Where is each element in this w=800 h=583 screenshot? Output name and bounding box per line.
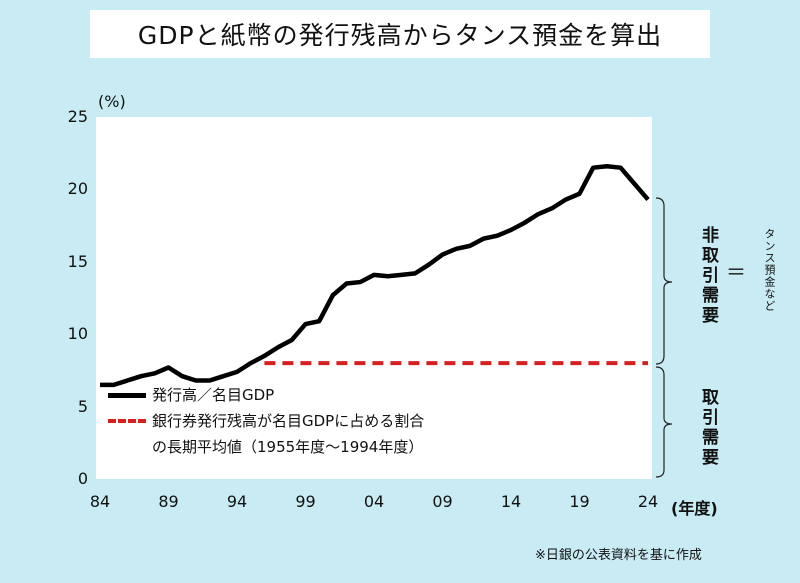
equals-sign: ＝ [726, 260, 746, 284]
upper-side-label: タンス預金など [763, 228, 776, 312]
x-tick-label: 89 [158, 492, 179, 511]
x-tick-label: 24 [637, 492, 659, 511]
legend-label-average-line2: の長期平均値（1955年度～1994年度） [152, 438, 424, 456]
lower-label: 取引需要 [698, 388, 718, 468]
lower-bracket [655, 366, 673, 478]
y-tick-label: 20 [67, 179, 88, 199]
legend-swatch-dashed [108, 419, 146, 423]
x-tick-label: 94 [226, 492, 248, 511]
y-tick-label: 0 [77, 469, 88, 488]
chart-title: GDPと紙幣の発行残高からタンス預金を算出 [90, 10, 710, 58]
legend-swatch-solid [108, 392, 146, 398]
upper-bracket [655, 197, 673, 365]
legend-item-average: 銀行券発行残高が名目GDPに占める割合 [108, 408, 424, 434]
x-tick-label: 04 [363, 492, 385, 511]
x-axis-unit: (年度) [671, 499, 718, 518]
y-tick-label: 5 [77, 396, 88, 416]
x-tick-label: 99 [295, 492, 316, 511]
x-tick-label: 19 [569, 492, 590, 511]
legend: 発行高／名目GDP 銀行券発行残高が名目GDPに占める割合 の長期平均値（195… [108, 382, 424, 460]
legend-item-ratio: 発行高／名目GDP [108, 382, 424, 408]
y-tick-label: 25 [67, 107, 88, 126]
x-tick-label: 84 [89, 492, 111, 511]
upper-label: 非取引需要 [698, 226, 718, 326]
source-note: ※日銀の公表資料を基に作成 [535, 548, 702, 563]
x-tick-label: 09 [432, 492, 453, 511]
series-line-ratio [100, 163, 650, 388]
legend-label-ratio: 発行高／名目GDP [152, 386, 275, 404]
legend-label-average: 銀行券発行残高が名目GDPに占める割合 [152, 412, 425, 430]
plot-area [96, 117, 652, 479]
y-tick-label: 10 [67, 324, 88, 344]
y-tick-label: 15 [67, 251, 88, 271]
y-axis-unit: (%) [98, 92, 126, 111]
x-tick-label: 14 [500, 492, 522, 511]
chart-svg [100, 163, 650, 388]
